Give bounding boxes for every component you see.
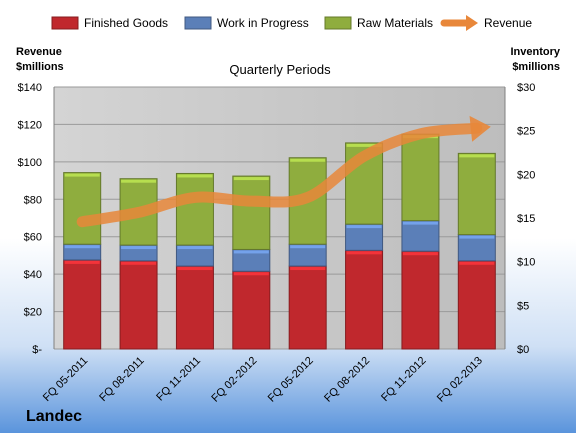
bar-highlight <box>64 260 100 264</box>
right-axis-label-line1: Inventory <box>510 46 560 58</box>
bar-highlight <box>121 246 157 250</box>
bar-highlight <box>290 245 326 249</box>
bar-highlight <box>459 261 495 265</box>
bar-highlight <box>290 158 326 162</box>
bar-highlight <box>346 143 382 147</box>
bar-raw-materials <box>175 172 214 246</box>
bar-highlight <box>64 245 100 249</box>
legend-label: Finished Goods <box>84 16 168 30</box>
right-tick-label: $0 <box>517 344 529 356</box>
legend-swatch <box>51 16 79 30</box>
revenue-point <box>81 221 83 223</box>
legend-label: Revenue <box>484 16 532 30</box>
bar-finished-goods <box>119 260 158 350</box>
bar-highlight <box>233 250 269 254</box>
revenue-point <box>307 196 309 198</box>
bar-highlight <box>177 174 213 178</box>
bar-highlight <box>177 246 213 250</box>
right-tick-label: $20 <box>517 169 535 181</box>
revenue-arrow-head <box>469 115 491 142</box>
bar-highlight <box>290 267 326 271</box>
bar-highlight <box>402 221 438 225</box>
right-tick-label: $15 <box>517 213 535 225</box>
bar-highlight <box>233 177 269 181</box>
bar-highlight <box>121 179 157 183</box>
right-axis-label-line2: $millions <box>512 61 560 73</box>
revenue-point <box>476 127 478 129</box>
legend: Finished Goods Work in Progress Raw Materi… <box>51 15 532 31</box>
revenue-point <box>250 200 252 202</box>
bar-highlight <box>121 261 157 265</box>
left-tick-label: $80 <box>24 194 42 206</box>
left-tick-label: $120 <box>18 119 42 131</box>
revenue-point <box>138 211 140 213</box>
left-tick-label: $140 <box>18 82 42 94</box>
bar-highlight <box>459 235 495 239</box>
right-tick-label: $25 <box>517 126 535 138</box>
revenue-point <box>419 133 421 135</box>
revenue-point <box>194 196 196 198</box>
bar-finished-goods <box>457 260 496 350</box>
bar-work-in-progress <box>345 223 384 251</box>
bar-highlight <box>64 173 100 177</box>
bar-finished-goods <box>232 270 271 350</box>
bar-raw-materials <box>457 152 496 236</box>
revenue-line <box>76 122 483 228</box>
left-tick-label: $20 <box>24 307 42 319</box>
bar-raw-materials <box>401 133 440 222</box>
chart-title: Quarterly Periods <box>229 62 331 77</box>
left-tick-label: $- <box>32 344 42 356</box>
legend-swatch <box>324 16 352 30</box>
bar-raw-materials <box>232 175 271 250</box>
bar-highlight <box>346 225 382 229</box>
legend-label: Work in Progress <box>217 16 309 30</box>
bar-finished-goods <box>175 265 214 350</box>
right-tick-label: $30 <box>517 82 535 94</box>
bar-finished-goods <box>345 249 384 350</box>
legend-swatch-arrow <box>466 15 478 31</box>
left-tick-label: $60 <box>24 232 42 244</box>
bar-finished-goods <box>63 259 102 350</box>
left-axis-label-line2: $millions <box>16 61 64 73</box>
right-tick-label: $5 <box>517 300 529 312</box>
left-tick-label: $40 <box>24 269 42 281</box>
bar-work-in-progress <box>401 220 440 252</box>
legend-label: Raw Materials <box>357 16 433 30</box>
bar-highlight <box>177 267 213 271</box>
right-tick-label: $10 <box>517 257 535 269</box>
bar-highlight <box>233 272 269 276</box>
bar-raw-materials <box>63 172 102 245</box>
bar-highlight <box>459 154 495 158</box>
company-name: Landec <box>26 408 82 425</box>
bar-finished-goods <box>288 265 327 350</box>
bar-work-in-progress <box>457 234 496 262</box>
left-axis-label-line1: Revenue <box>16 46 62 58</box>
bar-highlight <box>346 251 382 255</box>
legend-swatch <box>184 16 212 30</box>
revenue-point <box>363 155 365 157</box>
bar-highlight <box>402 252 438 256</box>
bar-finished-goods <box>401 250 440 350</box>
left-tick-label: $100 <box>18 157 42 169</box>
